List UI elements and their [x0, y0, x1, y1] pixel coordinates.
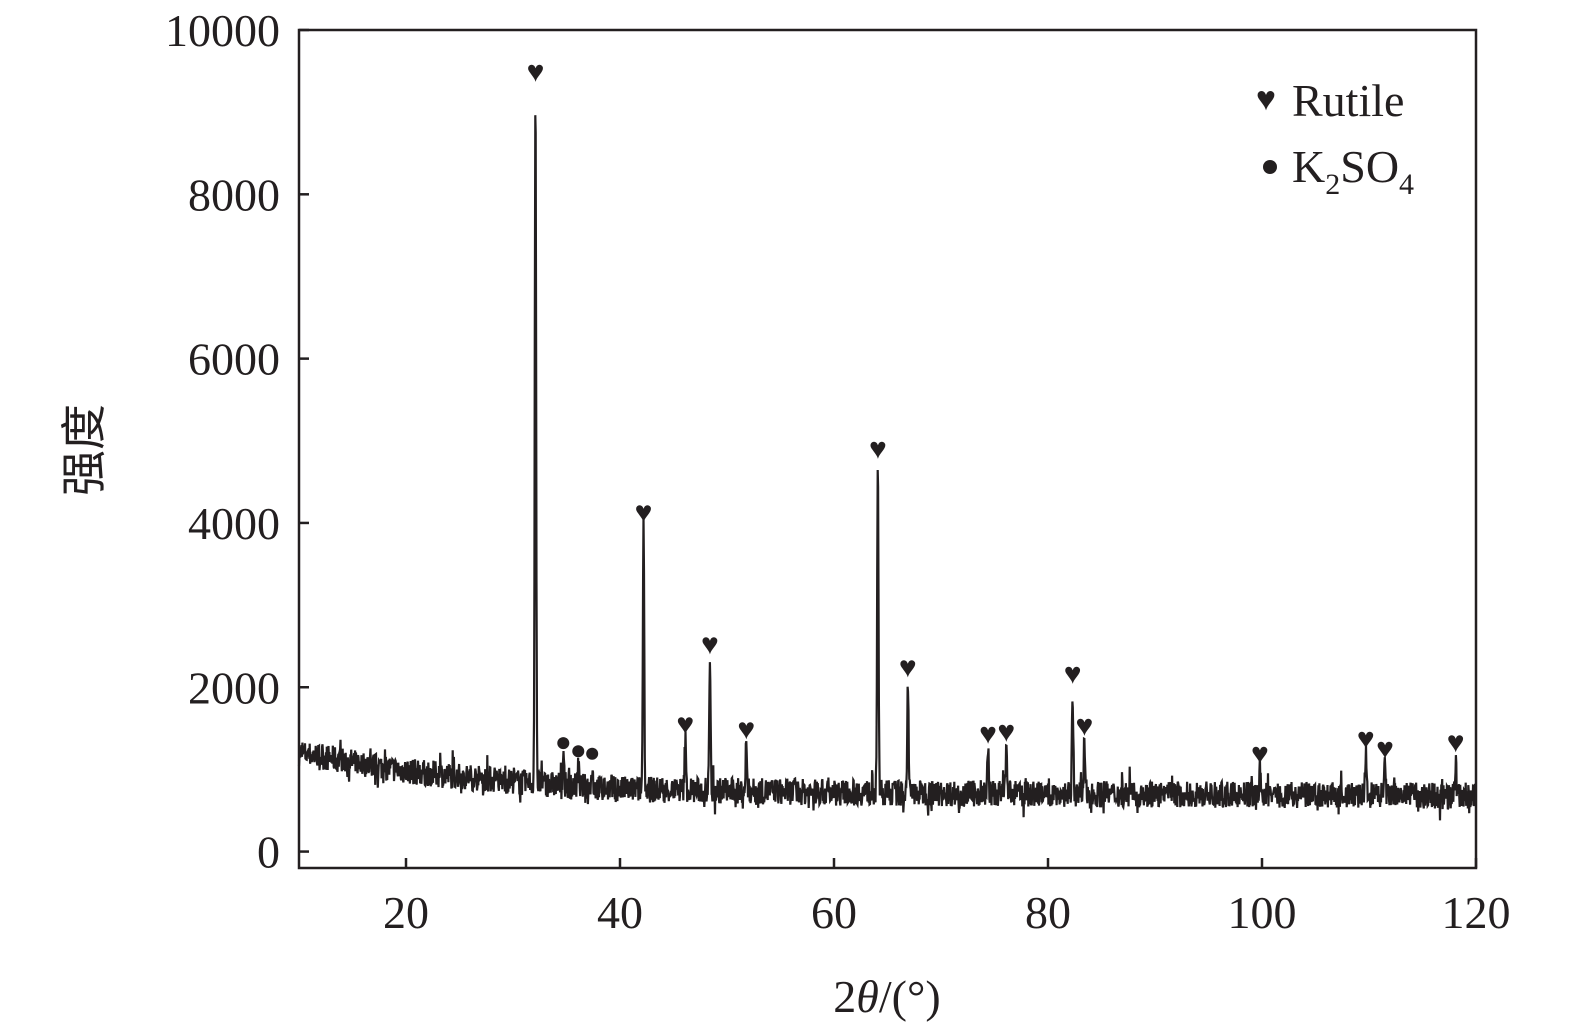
x-tick-label: 100	[1228, 887, 1297, 938]
rutile-peak-marker: ♥	[701, 628, 719, 661]
k2so4-peak-marker	[572, 745, 585, 758]
y-tick-label: 0	[257, 827, 280, 878]
x-axis-label: 2θ/(°)	[833, 971, 940, 1022]
rutile-peak-marker: ♥	[1251, 737, 1269, 770]
x-tick-label: 40	[597, 887, 643, 938]
legend-marker-k2so4	[1263, 160, 1277, 174]
y-axis-ticks: 0 2000 4000 6000 8000 10000	[165, 5, 309, 878]
rutile-peak-marker: ♥	[1447, 726, 1465, 759]
plot-frame	[297, 28, 1478, 870]
rutile-peak-marker: ♥	[676, 708, 694, 741]
legend: ♥ Rutile K2SO4	[1256, 75, 1414, 201]
rutile-peak-marker: ♥	[1376, 732, 1394, 765]
phase-markers: ♥♥♥♥♥♥♥♥ ♥♥♥♥ ♥ ♥ ♥	[527, 56, 1465, 771]
y-tick-label: 8000	[188, 169, 280, 220]
y-axis-label: 强度	[59, 404, 110, 496]
rutile-peak-marker: ♥	[1075, 709, 1093, 742]
rutile-peak-marker: ♥	[899, 651, 917, 684]
x-tick-label: 60	[811, 887, 857, 938]
rutile-peak-marker: ♥	[979, 718, 997, 751]
x-tick-label: 80	[1025, 887, 1071, 938]
legend-marker-rutile: ♥	[1256, 81, 1276, 118]
rutile-peak-marker: ♥	[635, 496, 653, 529]
k2so4-peak-marker	[557, 737, 570, 750]
y-tick-label: 4000	[188, 498, 280, 549]
rutile-peak-marker: ♥	[869, 433, 887, 466]
rutile-peak-marker: ♥	[737, 713, 755, 746]
y-tick-label: 2000	[188, 662, 280, 713]
rutile-peak-marker: ♥	[1064, 658, 1082, 691]
y-tick-label: 6000	[188, 334, 280, 385]
rutile-peak-marker: ♥	[527, 56, 545, 89]
rutile-peak-marker: ♥	[1357, 723, 1375, 756]
pattern-line	[297, 115, 1477, 821]
k2so4-peak-marker	[586, 747, 599, 760]
x-tick-label: 20	[383, 887, 429, 938]
x-axis-ticks: 20 40 60 80 100 120	[383, 858, 1511, 938]
y-tick-label: 10000	[165, 5, 280, 56]
xrd-pattern	[297, 115, 1477, 821]
legend-label-k2so4: K2SO4	[1292, 141, 1414, 201]
legend-label-rutile: Rutile	[1292, 75, 1404, 126]
rutile-peak-marker: ♥	[997, 716, 1015, 749]
x-tick-label: 120	[1442, 887, 1511, 938]
